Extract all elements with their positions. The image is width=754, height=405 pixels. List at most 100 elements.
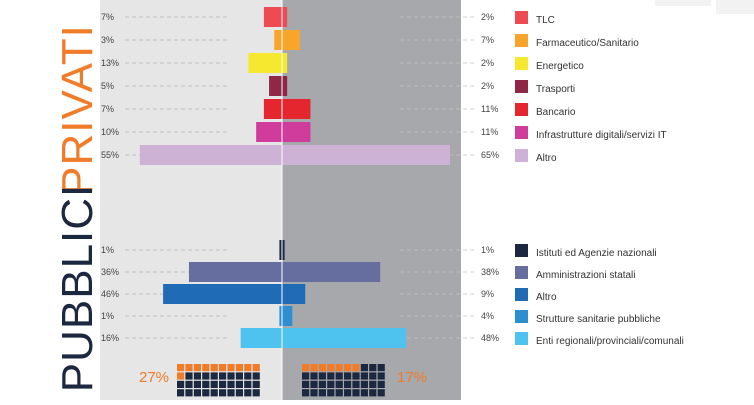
waffle-cell bbox=[327, 364, 335, 372]
waffle-cell bbox=[310, 364, 318, 372]
legend-label: Trasporti bbox=[536, 84, 575, 95]
waffle-cell bbox=[252, 364, 260, 372]
waffle-cell bbox=[235, 389, 243, 397]
right-value-label: 4% bbox=[481, 311, 494, 321]
waffle-cell bbox=[360, 389, 368, 397]
legend-label: Farmaceutico/Sanitario bbox=[536, 38, 639, 49]
legend-swatch bbox=[515, 103, 528, 116]
legend-swatch bbox=[515, 126, 528, 139]
waffle-cell bbox=[202, 372, 210, 380]
left-value-label: 10% bbox=[101, 127, 119, 137]
waffle-cell bbox=[335, 372, 343, 380]
waffle-cell bbox=[344, 389, 352, 397]
waffle-cell bbox=[369, 389, 377, 397]
left-bar bbox=[279, 306, 282, 326]
right-bar bbox=[282, 99, 311, 119]
right-value-label: 48% bbox=[481, 333, 499, 343]
summary-left-value: 27% bbox=[139, 369, 169, 386]
waffle-cell bbox=[327, 389, 335, 397]
waffle-cell bbox=[227, 372, 235, 380]
waffle-cell bbox=[177, 372, 185, 380]
waffle-cell bbox=[360, 364, 368, 372]
waffle-cell bbox=[177, 380, 185, 388]
right-value-label: 38% bbox=[481, 267, 499, 277]
waffle-cell bbox=[177, 364, 185, 372]
waffle-cell bbox=[193, 372, 201, 380]
waffle-cell bbox=[352, 372, 360, 380]
waffle-cell bbox=[252, 389, 260, 397]
right-bar bbox=[282, 284, 306, 304]
waffle-cell bbox=[235, 380, 243, 388]
right-value-label: 11% bbox=[481, 127, 498, 137]
waffle-cell bbox=[369, 364, 377, 372]
right-bar bbox=[282, 76, 288, 96]
waffle-cell bbox=[235, 372, 243, 380]
right-bar bbox=[282, 262, 381, 282]
right-value-label: 65% bbox=[481, 150, 499, 160]
legend-swatch bbox=[515, 332, 528, 345]
left-value-label: 7% bbox=[101, 104, 114, 114]
left-value-label: 1% bbox=[101, 245, 114, 255]
waffle-cell bbox=[302, 372, 310, 380]
waffle-cell bbox=[235, 364, 243, 372]
legend-swatch bbox=[515, 80, 528, 93]
legend-swatch bbox=[515, 288, 528, 301]
left-value-label: 55% bbox=[101, 150, 119, 160]
waffle-cell bbox=[177, 389, 185, 397]
waffle-cell bbox=[344, 380, 352, 388]
right-value-label: 7% bbox=[481, 35, 494, 45]
waffle-cell bbox=[302, 364, 310, 372]
waffle-cell bbox=[377, 389, 385, 397]
legend-label: Bancario bbox=[536, 107, 576, 118]
left-bar bbox=[139, 145, 282, 165]
waffle-cell bbox=[252, 372, 260, 380]
left-bar bbox=[263, 7, 282, 27]
waffle-cell bbox=[360, 372, 368, 380]
summary-right-value: 17% bbox=[397, 369, 427, 386]
left-value-label: 5% bbox=[101, 81, 114, 91]
waffle-cell bbox=[318, 389, 326, 397]
bars-layer bbox=[139, 0, 450, 400]
right-value-label: 1% bbox=[481, 245, 494, 255]
waffle-cell bbox=[185, 380, 193, 388]
waffle-cell bbox=[318, 380, 326, 388]
waffle-cell bbox=[310, 372, 318, 380]
right-value-label: 2% bbox=[481, 58, 494, 68]
waffle-cell bbox=[244, 364, 252, 372]
group-title: PUBBLICI bbox=[53, 184, 102, 393]
left-value-label: 16% bbox=[101, 333, 119, 343]
waffle-cell bbox=[369, 380, 377, 388]
waffle-cell bbox=[377, 372, 385, 380]
legend-label: Istituti ed Agenzie nazionali bbox=[536, 248, 657, 259]
left-bar bbox=[263, 99, 282, 119]
waffle-cell bbox=[185, 364, 193, 372]
waffle-cell bbox=[335, 364, 343, 372]
legend-label: Altro bbox=[536, 153, 557, 164]
waffle-cell bbox=[227, 389, 235, 397]
right-bar bbox=[282, 30, 301, 50]
legend-swatch bbox=[515, 266, 528, 279]
left-bar bbox=[248, 53, 282, 73]
waffle-cell bbox=[193, 364, 201, 372]
waffle-cell bbox=[202, 380, 210, 388]
left-value-label: 3% bbox=[101, 35, 114, 45]
right-bar bbox=[282, 328, 407, 348]
waffle-cell bbox=[185, 389, 193, 397]
left-value-label: 1% bbox=[101, 311, 114, 321]
left-bar bbox=[269, 76, 282, 96]
waffle-cell bbox=[227, 364, 235, 372]
legend-swatch bbox=[515, 34, 528, 47]
waffle-cell bbox=[219, 364, 227, 372]
waffle-cell bbox=[318, 364, 326, 372]
right-value-label: 2% bbox=[481, 81, 494, 91]
waffle-cell bbox=[185, 372, 193, 380]
legend-label: Enti regionali/provinciali/comunali bbox=[536, 336, 684, 347]
waffle-cell bbox=[377, 380, 385, 388]
waffle-cell bbox=[360, 380, 368, 388]
right-bar bbox=[282, 240, 285, 260]
waffle-cell bbox=[344, 364, 352, 372]
right-bar bbox=[282, 122, 311, 142]
waffle-cell bbox=[193, 389, 201, 397]
waffle-cell bbox=[377, 364, 385, 372]
